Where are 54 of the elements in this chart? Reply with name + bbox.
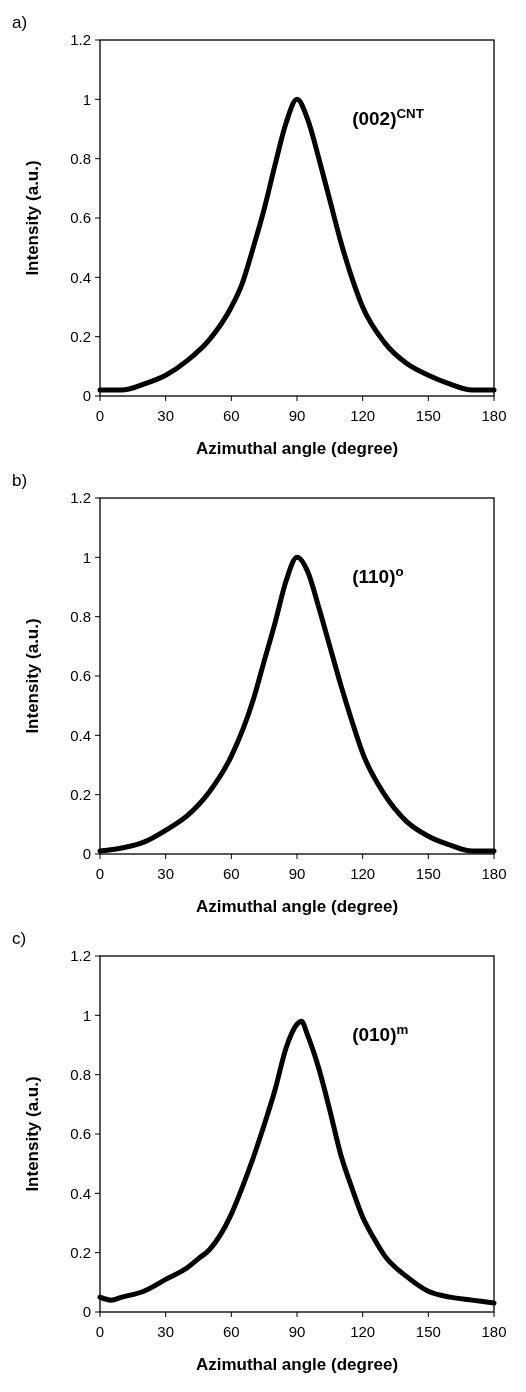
x-tick-label: 120 <box>350 1323 376 1340</box>
x-tick-label: 120 <box>350 407 376 424</box>
y-tick-label: 0.4 <box>70 726 91 744</box>
y-axis-title: Intensity (a.u.) <box>23 160 42 276</box>
annotation: (110)$^{o}$ <box>352 563 404 588</box>
y-tick-label: 0.8 <box>70 1065 91 1083</box>
x-tick-label: 180 <box>481 407 507 424</box>
x-tick-label: 0 <box>95 865 105 882</box>
y-tick-label: 1 <box>82 90 91 108</box>
y-tick-label: 0 <box>82 387 91 405</box>
x-tick-label: 30 <box>157 865 175 882</box>
x-tick-label: 180 <box>481 865 507 882</box>
y-tick-label: 0.2 <box>70 327 91 345</box>
y-tick-label: 0.4 <box>70 1184 91 1202</box>
x-tick-label: 150 <box>415 865 441 882</box>
y-tick-label: 1 <box>82 548 91 566</box>
y-tick-label: 1.2 <box>70 489 91 507</box>
annotation: (002)$^{CNT}$ <box>352 105 424 130</box>
x-tick-label: 150 <box>415 407 441 424</box>
x-axis-title: Azimuthal angle (degree) <box>195 439 399 458</box>
x-tick-label: 150 <box>415 1323 441 1340</box>
x-axis-title: Azimuthal angle (degree) <box>195 897 399 916</box>
y-axis-title: Intensity (a.u.) <box>23 618 42 734</box>
y-tick-label: 0.6 <box>70 209 91 227</box>
annotation: (010)$^{m}$ <box>352 1021 409 1046</box>
chart-title: a) <box>12 13 28 32</box>
x-tick-label: 0 <box>95 1323 105 1340</box>
x-tick-label: 90 <box>288 407 306 424</box>
x-tick-label: 60 <box>222 407 240 424</box>
y-tick-label: 0.2 <box>70 785 91 803</box>
y-axis-title: Intensity (a.u.) <box>23 1076 42 1192</box>
x-axis-title: Azimuthal angle (degree) <box>195 1355 399 1374</box>
y-tick-label: 0.2 <box>70 1243 91 1261</box>
x-tick-label: 60 <box>222 865 240 882</box>
x-tick-label: 60 <box>222 1323 240 1340</box>
y-tick-label: 1.2 <box>70 31 91 49</box>
y-tick-label: 0 <box>82 845 91 863</box>
x-tick-label: 120 <box>350 865 376 882</box>
x-tick-label: 0 <box>95 407 105 424</box>
y-tick-label: 1.2 <box>70 947 91 965</box>
x-tick-label: 90 <box>288 1323 306 1340</box>
y-tick-label: 0.8 <box>70 149 91 167</box>
y-tick-label: 0.6 <box>70 667 91 685</box>
y-tick-label: 0.8 <box>70 607 91 625</box>
x-tick-label: 90 <box>288 865 306 882</box>
chart-title: c) <box>12 929 27 948</box>
x-tick-label: 30 <box>157 1323 175 1340</box>
y-tick-label: 0.4 <box>70 268 91 286</box>
x-tick-label: 30 <box>157 407 175 424</box>
chart-title: b) <box>12 471 28 490</box>
y-tick-label: 0.6 <box>70 1125 91 1143</box>
x-tick-label: 180 <box>481 1323 507 1340</box>
y-tick-label: 1 <box>82 1006 91 1024</box>
y-tick-label: 0 <box>82 1303 91 1321</box>
